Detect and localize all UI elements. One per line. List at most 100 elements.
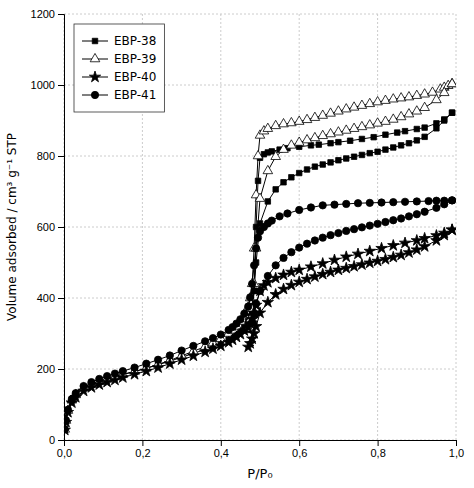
point bbox=[280, 254, 287, 261]
x-axis-title: P/P₀ bbox=[247, 466, 272, 481]
x-tick-label: 0,2 bbox=[135, 447, 150, 459]
point bbox=[382, 218, 389, 225]
chart: 0,00,20,40,60,81,0020040060080010001200P… bbox=[0, 0, 474, 488]
y-axis: 020040060080010001200 bbox=[31, 8, 65, 446]
point bbox=[396, 111, 406, 119]
series bbox=[246, 110, 455, 333]
point bbox=[294, 276, 305, 287]
point bbox=[401, 198, 408, 205]
series bbox=[243, 224, 456, 352]
point bbox=[80, 382, 87, 389]
legend-swatch-marker bbox=[92, 38, 97, 43]
point bbox=[374, 220, 381, 227]
point bbox=[243, 341, 254, 352]
point bbox=[422, 125, 427, 130]
point bbox=[334, 106, 344, 114]
y-tick-mark bbox=[58, 85, 64, 86]
point bbox=[447, 78, 456, 86]
point bbox=[217, 331, 224, 338]
point bbox=[316, 142, 321, 147]
point bbox=[371, 134, 376, 139]
point bbox=[359, 136, 364, 141]
point bbox=[284, 210, 291, 217]
legend-item: EBP-39 bbox=[82, 52, 156, 66]
point bbox=[341, 251, 352, 262]
point bbox=[319, 234, 326, 241]
point bbox=[366, 222, 373, 229]
y-tick-label: 600 bbox=[37, 221, 55, 233]
point bbox=[178, 347, 185, 354]
point bbox=[344, 156, 349, 161]
plot-area bbox=[64, 78, 456, 435]
point bbox=[383, 147, 388, 152]
point bbox=[188, 350, 199, 361]
point bbox=[350, 225, 357, 232]
point bbox=[311, 237, 318, 244]
point bbox=[364, 257, 375, 268]
point bbox=[394, 130, 399, 135]
point bbox=[366, 199, 373, 206]
point bbox=[249, 278, 259, 286]
point bbox=[348, 260, 359, 271]
point bbox=[209, 334, 216, 341]
point bbox=[309, 271, 320, 282]
point bbox=[265, 199, 270, 204]
point bbox=[247, 294, 254, 301]
series bbox=[64, 197, 456, 433]
point bbox=[397, 215, 404, 222]
grid-line-y bbox=[64, 298, 456, 299]
point bbox=[249, 280, 256, 287]
point bbox=[271, 120, 281, 128]
point bbox=[64, 405, 73, 413]
point bbox=[335, 229, 342, 236]
point bbox=[388, 251, 399, 262]
point bbox=[388, 239, 399, 250]
legend-item: EBP-40 bbox=[82, 70, 156, 84]
point bbox=[413, 211, 420, 218]
point bbox=[294, 264, 305, 275]
point bbox=[434, 126, 439, 131]
point bbox=[448, 197, 455, 204]
point bbox=[357, 121, 367, 129]
series bbox=[64, 78, 456, 432]
legend-swatch-marker bbox=[90, 53, 100, 61]
point bbox=[318, 110, 328, 118]
y-tick-label: 1200 bbox=[31, 8, 55, 20]
y-tick-mark bbox=[58, 156, 64, 157]
point bbox=[376, 242, 387, 253]
point bbox=[320, 162, 325, 167]
legend-swatch-marker bbox=[91, 91, 98, 98]
point bbox=[359, 152, 364, 157]
point bbox=[64, 418, 69, 423]
point bbox=[64, 406, 74, 417]
series-line bbox=[65, 84, 452, 429]
point bbox=[421, 208, 428, 215]
legend-item: EBP-38 bbox=[82, 34, 156, 48]
y-axis-line bbox=[58, 15, 65, 441]
point bbox=[349, 102, 359, 110]
point bbox=[302, 114, 312, 122]
point bbox=[64, 417, 70, 424]
point bbox=[328, 140, 333, 145]
point bbox=[380, 253, 391, 264]
point bbox=[343, 200, 350, 207]
point bbox=[131, 364, 138, 371]
point bbox=[69, 396, 74, 401]
point bbox=[447, 78, 456, 86]
y-tick: 0 bbox=[49, 434, 64, 446]
point bbox=[249, 243, 259, 251]
y-tick: 400 bbox=[37, 292, 64, 304]
series-line bbox=[248, 113, 452, 330]
point bbox=[268, 217, 275, 224]
x-tick: 0,8 bbox=[370, 440, 385, 459]
point bbox=[375, 149, 380, 154]
legend-label: EBP-39 bbox=[114, 52, 156, 66]
y-tick: 1000 bbox=[31, 79, 64, 91]
point bbox=[72, 389, 79, 396]
y-tick-label: 400 bbox=[37, 292, 55, 304]
point bbox=[354, 200, 361, 207]
point bbox=[405, 213, 412, 220]
y-tick: 200 bbox=[37, 363, 64, 375]
point bbox=[413, 198, 420, 205]
point bbox=[356, 259, 367, 270]
